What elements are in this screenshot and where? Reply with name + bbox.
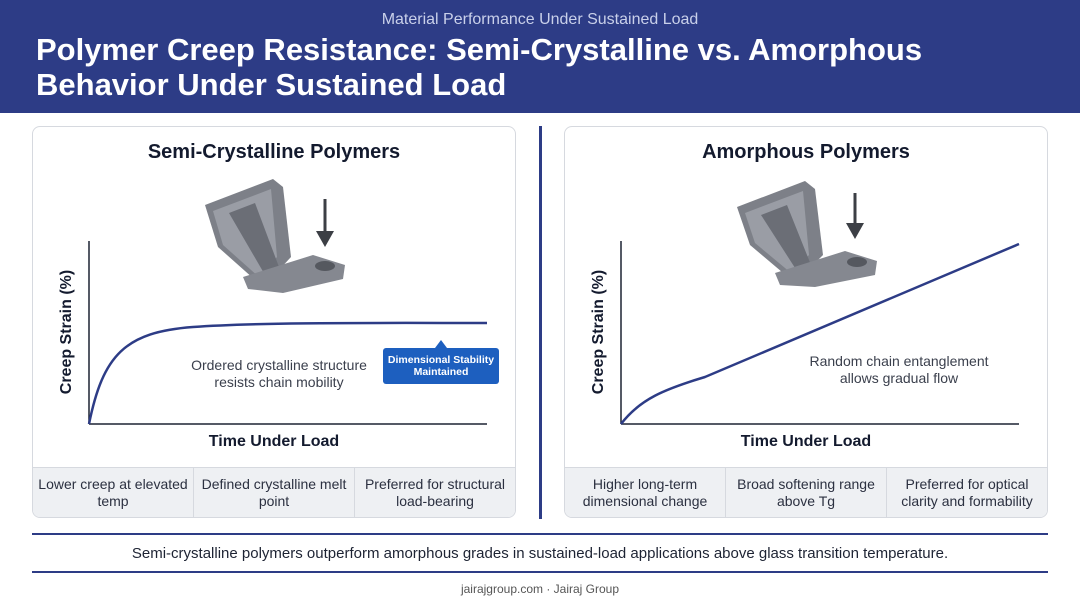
feature-row: Lower creep at elevated temp Defined cry… bbox=[33, 467, 515, 517]
page-title: Polymer Creep Resistance: Semi-Crystalli… bbox=[36, 32, 923, 102]
creep-curve bbox=[87, 321, 488, 425]
bracket-illustration bbox=[737, 181, 877, 287]
panel-title: Semi-Crystalline Polymers bbox=[147, 141, 401, 163]
y-axis-label: Creep Strain (%) bbox=[590, 270, 607, 394]
summary: Semi-crystalline polymers outperform amo… bbox=[131, 545, 949, 562]
panel: Creep Strain (%) Amorphous Polymers Rand… bbox=[564, 126, 1048, 518]
credit: jairajgroup.com · Jairaj Group bbox=[460, 582, 620, 596]
feature: Preferred for structural load-bearing bbox=[354, 468, 515, 517]
annotation: Ordered crystalline structure resists ch… bbox=[191, 357, 367, 390]
panel-graphic: Creep Strain (%) bbox=[590, 181, 1020, 425]
callout-pointer bbox=[435, 340, 447, 348]
feature-row: Higher long-term dimensional change Broa… bbox=[565, 467, 1047, 517]
feature: Preferred for optical clarity and formab… bbox=[886, 468, 1047, 517]
bracket-illustration bbox=[205, 179, 345, 293]
creep-curve bbox=[620, 242, 1020, 425]
rule bbox=[32, 533, 1048, 535]
annotation: Random chain entanglement allows gradual… bbox=[809, 353, 989, 386]
header bbox=[0, 0, 1080, 113]
divider bbox=[539, 126, 542, 519]
y-axis-label: Creep Strain (%) bbox=[58, 270, 75, 394]
feature: Lower creep at elevated temp bbox=[38, 476, 188, 509]
kicker: Material Performance Under Sustained Loa… bbox=[381, 11, 699, 28]
feature: Defined crystalline melt point bbox=[193, 468, 354, 517]
panel-title: Amorphous Polymers bbox=[702, 141, 910, 163]
panel-graphic: Creep Strain (%) bbox=[58, 179, 488, 425]
x-axis-label: Time Under Load bbox=[208, 433, 340, 450]
feature: Higher long-term dimensional change bbox=[582, 476, 708, 509]
feature: Broad softening range above Tg bbox=[725, 468, 886, 517]
callout: Dimensional Stability Maintained bbox=[383, 348, 499, 384]
x-axis-label: Time Under Load bbox=[740, 433, 872, 450]
panel: Creep Strain (%) Semi-Crystalline Polyme… bbox=[32, 126, 516, 518]
rule bbox=[32, 571, 1048, 573]
